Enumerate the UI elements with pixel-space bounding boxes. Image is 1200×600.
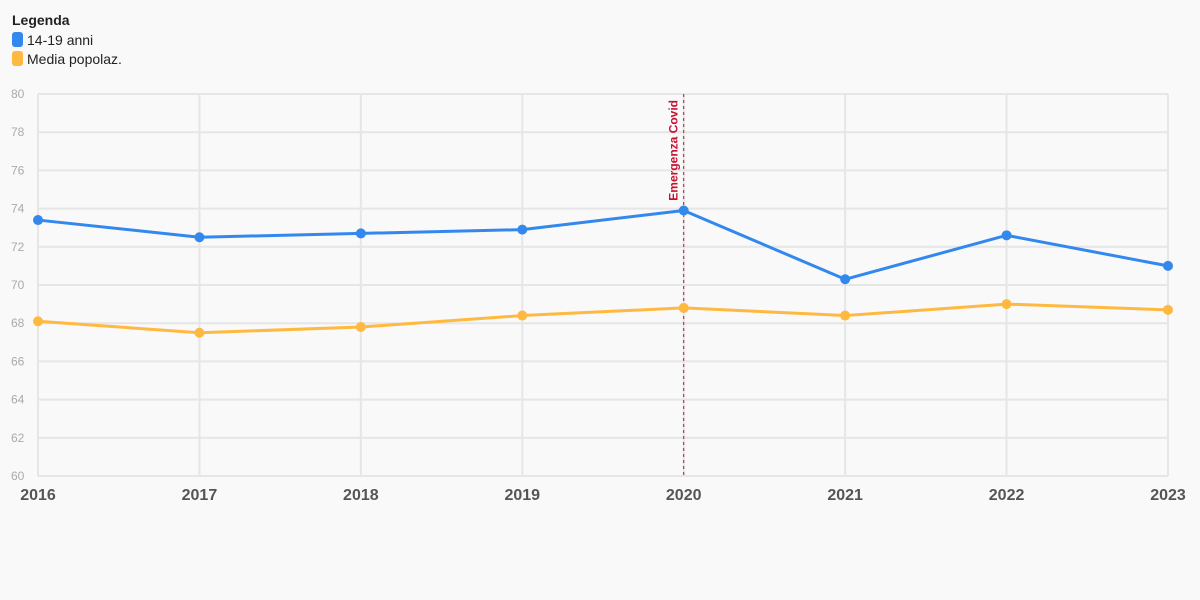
data-point	[678, 302, 689, 313]
x-tick-label: 2019	[504, 487, 540, 504]
data-point	[194, 232, 205, 243]
y-tick-label: 72	[11, 240, 25, 254]
y-tick-label: 68	[11, 316, 25, 330]
legend-item-14-19[interactable]: 14-19 anni	[12, 30, 122, 49]
chart-grid	[37, 93, 1169, 477]
data-point	[1001, 230, 1012, 241]
y-tick-label: 66	[11, 354, 25, 368]
y-tick-label: 60	[11, 469, 25, 483]
legend-swatch-yellow	[12, 51, 23, 66]
data-point	[1001, 299, 1012, 310]
series-line	[37, 209, 1169, 281]
x-axis-ticks: 2016 2017 2018 2019 2020 2021 2022 2023	[20, 487, 1186, 504]
x-tick-label: 2022	[989, 487, 1025, 504]
y-axis-ticks: 60 62 64 66 68 70 72 74 76 78 80	[11, 87, 25, 483]
data-point	[355, 322, 366, 333]
data-point	[194, 327, 205, 338]
y-tick-label: 76	[11, 163, 25, 177]
data-point	[1163, 304, 1173, 315]
y-tick-label: 70	[11, 278, 25, 292]
data-point	[355, 228, 366, 239]
legend-swatch-blue	[12, 32, 23, 47]
data-point	[517, 224, 528, 235]
data-point	[517, 310, 528, 321]
data-point	[678, 205, 689, 216]
legend-label: Media popolaz.	[27, 50, 122, 67]
y-tick-label: 62	[11, 431, 25, 445]
data-point	[840, 274, 851, 285]
y-tick-label: 74	[11, 202, 25, 216]
legend: Legenda 14-19 anni Media popolaz.	[12, 12, 122, 68]
y-tick-label: 80	[11, 87, 25, 101]
data-point	[840, 310, 851, 321]
series-layer	[33, 205, 1173, 338]
y-tick-label: 64	[11, 393, 25, 407]
x-tick-label: 2018	[343, 487, 379, 504]
y-tick-label: 78	[11, 125, 25, 139]
x-tick-label: 2021	[827, 487, 863, 504]
legend-item-media[interactable]: Media popolaz.	[12, 49, 122, 68]
data-point	[33, 215, 43, 226]
x-tick-label: 2020	[666, 487, 702, 504]
annotations: Emergenza Covid	[667, 94, 685, 476]
legend-title: Legenda	[12, 12, 70, 28]
data-point	[33, 316, 43, 327]
x-tick-label: 2023	[1150, 487, 1186, 504]
legend-label: 14-19 anni	[27, 31, 94, 48]
data-point	[1163, 260, 1173, 271]
series-line	[37, 302, 1169, 335]
x-tick-label: 2017	[182, 487, 218, 504]
x-tick-label: 2016	[20, 487, 56, 504]
annotation-label: Emergenza Covid	[667, 100, 681, 201]
